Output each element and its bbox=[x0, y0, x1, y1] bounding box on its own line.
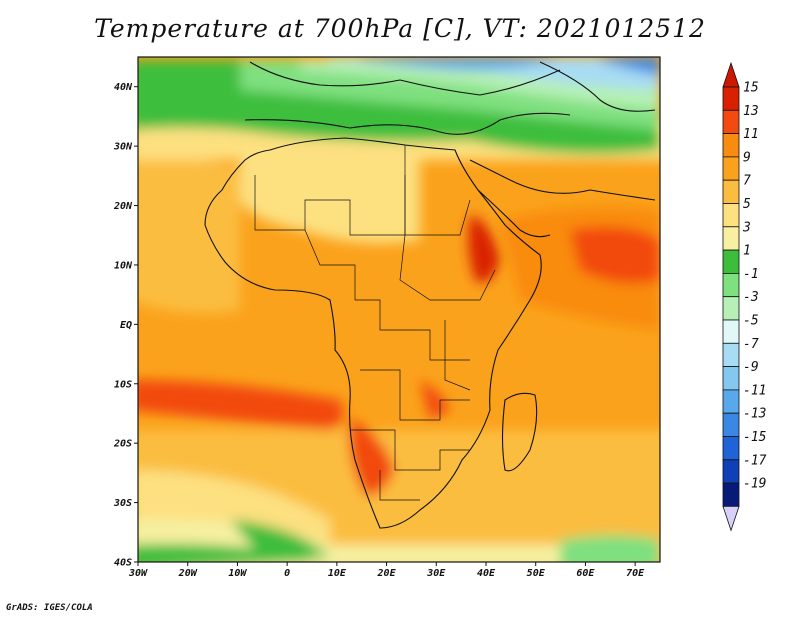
colorbar-label: -5 bbox=[743, 314, 759, 329]
colorbar-label: 5 bbox=[743, 197, 751, 212]
lat-tick-label: 20S bbox=[113, 439, 132, 450]
colorbar-label: 13 bbox=[743, 104, 759, 119]
colorbar-label: -17 bbox=[743, 453, 767, 468]
colorbar-label: -11 bbox=[743, 383, 766, 398]
colorbar-label: 7 bbox=[743, 174, 751, 189]
colorbar-label: 15 bbox=[743, 81, 759, 96]
chart-title: Temperature at 700hPa [C], VT: 202101251… bbox=[94, 14, 706, 43]
map-frame bbox=[137, 56, 661, 563]
colorbar-segment bbox=[722, 436, 740, 461]
colorbar-segment bbox=[722, 366, 740, 391]
lon-tick-label: 70E bbox=[626, 568, 645, 579]
lon-tick-label: 60E bbox=[576, 568, 595, 579]
colorbar-segment bbox=[722, 249, 740, 274]
lon-tick-label: 0 bbox=[284, 568, 290, 579]
colorbar-segment bbox=[722, 179, 740, 204]
colorbar-label: -15 bbox=[743, 430, 767, 445]
lat-tick-label: 20N bbox=[113, 201, 133, 212]
colorbar-label: 11 bbox=[743, 127, 759, 142]
colorbar-segment bbox=[722, 342, 740, 367]
colorbar-segment bbox=[722, 296, 740, 321]
lon-tick-label: 10E bbox=[328, 568, 347, 579]
colorbar-segment bbox=[722, 109, 740, 135]
colorbar-label: -19 bbox=[743, 477, 766, 492]
country-borders bbox=[254, 145, 496, 501]
lon-tick-label: 30W bbox=[128, 568, 148, 579]
colorbar-bottom-arrow bbox=[722, 506, 740, 532]
lat-tick-label: 40S bbox=[114, 558, 132, 569]
lon-tick-label: 30E bbox=[426, 568, 446, 579]
colorbar-top-arrow bbox=[722, 61, 740, 88]
temperature-field bbox=[138, 57, 660, 562]
colorbar-segment bbox=[722, 272, 740, 298]
colorbar-label: -13 bbox=[743, 407, 766, 422]
colorbar-segment bbox=[722, 389, 740, 414]
lat-tick-label: 10S bbox=[114, 379, 132, 390]
lon-tick-label: 20W bbox=[178, 568, 198, 579]
axis-ticks: 30W 20W 10W 0 10E 20E 30E 40E 50E 60E 70E 40N 30N 20N… bbox=[113, 82, 645, 579]
credit-text: GrADS: IGES/COLA bbox=[6, 603, 93, 613]
colorbar-label: -7 bbox=[743, 337, 759, 352]
colorbar-segment bbox=[722, 459, 740, 484]
colorbar-label: 1 bbox=[743, 244, 751, 259]
colorbar-label: -3 bbox=[743, 290, 759, 305]
lat-tick-label: 30N bbox=[113, 142, 133, 153]
lon-tick-label: 50E bbox=[527, 568, 546, 579]
colorbar-segment bbox=[722, 482, 740, 507]
colorbar-segment bbox=[722, 226, 740, 251]
lon-tick-label: 40E bbox=[477, 568, 496, 579]
colorbar-segment bbox=[722, 86, 740, 111]
lon-tick-label: 10W bbox=[228, 568, 247, 579]
colorbar-label: 3 bbox=[742, 220, 751, 235]
lat-tick-label: 30S bbox=[113, 498, 132, 509]
colorbar: 15 13 11 9 7 5 3 1 -1 -3 -5 -7 -9 -11 -13 -15 -17 -19 bbox=[722, 61, 767, 532]
colorbar-segment bbox=[722, 156, 740, 181]
colorbar-segment bbox=[722, 133, 740, 158]
lon-tick-label: 20E bbox=[377, 568, 397, 579]
colorbar-label: -9 bbox=[743, 360, 759, 375]
colorbar-segment bbox=[722, 319, 740, 344]
colorbar-segment bbox=[722, 412, 740, 437]
colorbar-label: -1 bbox=[743, 267, 759, 282]
colorbar-label: 9 bbox=[743, 150, 751, 165]
lat-tick-label: 10N bbox=[114, 260, 133, 271]
lat-tick-label: EQ bbox=[120, 320, 132, 331]
coastlines bbox=[204, 61, 656, 529]
colorbar-segment bbox=[722, 203, 740, 228]
lat-tick-label: 40N bbox=[114, 82, 133, 93]
